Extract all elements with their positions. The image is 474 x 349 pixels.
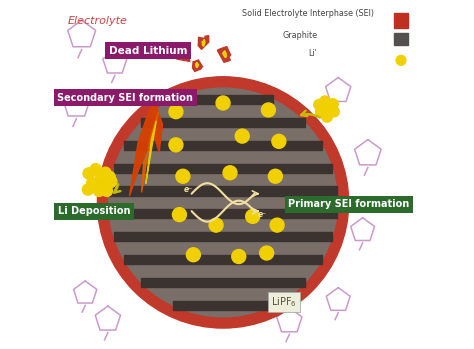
Circle shape bbox=[322, 112, 332, 122]
Text: Primary SEI formation: Primary SEI formation bbox=[288, 199, 410, 209]
Circle shape bbox=[268, 169, 283, 183]
Circle shape bbox=[262, 103, 275, 117]
Circle shape bbox=[95, 171, 107, 183]
Polygon shape bbox=[218, 47, 230, 62]
Text: LiPF$_6$: LiPF$_6$ bbox=[271, 295, 297, 309]
Circle shape bbox=[223, 166, 237, 180]
Circle shape bbox=[103, 178, 115, 189]
Bar bbox=[173, 95, 273, 104]
Circle shape bbox=[322, 102, 333, 113]
Text: Solid Electrolyte Interphase (SEI): Solid Electrolyte Interphase (SEI) bbox=[242, 9, 374, 18]
Polygon shape bbox=[142, 112, 158, 192]
Bar bbox=[141, 118, 305, 127]
FancyBboxPatch shape bbox=[394, 13, 408, 28]
Circle shape bbox=[314, 99, 324, 110]
Text: Secondary SEI formation: Secondary SEI formation bbox=[57, 93, 193, 103]
Polygon shape bbox=[129, 99, 163, 196]
Polygon shape bbox=[192, 60, 202, 72]
Circle shape bbox=[169, 105, 183, 119]
Circle shape bbox=[83, 168, 94, 179]
Text: Graphite: Graphite bbox=[282, 31, 317, 40]
Polygon shape bbox=[181, 51, 185, 57]
Text: Li Deposition: Li Deposition bbox=[58, 206, 130, 216]
Polygon shape bbox=[173, 47, 190, 61]
Polygon shape bbox=[198, 36, 209, 49]
Text: e⁻: e⁻ bbox=[258, 210, 267, 220]
Bar bbox=[109, 209, 337, 218]
Circle shape bbox=[270, 218, 284, 232]
Circle shape bbox=[169, 138, 183, 152]
Bar bbox=[109, 186, 337, 195]
Text: Dead Lithium: Dead Lithium bbox=[109, 46, 187, 55]
Circle shape bbox=[173, 208, 186, 222]
Circle shape bbox=[246, 209, 260, 223]
Bar bbox=[141, 278, 305, 287]
Circle shape bbox=[232, 250, 246, 263]
Circle shape bbox=[93, 185, 105, 196]
Text: Electrolyte: Electrolyte bbox=[68, 16, 128, 26]
Circle shape bbox=[260, 246, 273, 260]
Circle shape bbox=[90, 164, 101, 175]
Circle shape bbox=[87, 178, 98, 189]
FancyBboxPatch shape bbox=[394, 33, 408, 45]
Circle shape bbox=[316, 106, 326, 117]
Circle shape bbox=[104, 171, 115, 183]
Circle shape bbox=[82, 184, 93, 195]
Circle shape bbox=[101, 185, 112, 196]
Circle shape bbox=[100, 167, 111, 178]
Circle shape bbox=[319, 96, 330, 106]
Circle shape bbox=[272, 134, 286, 148]
Circle shape bbox=[97, 182, 108, 193]
Text: Li': Li' bbox=[309, 49, 317, 58]
Circle shape bbox=[216, 96, 230, 110]
Circle shape bbox=[97, 77, 349, 328]
Polygon shape bbox=[223, 51, 227, 58]
Circle shape bbox=[328, 99, 338, 109]
Bar bbox=[114, 232, 332, 241]
Polygon shape bbox=[196, 62, 199, 68]
Circle shape bbox=[329, 106, 339, 117]
Circle shape bbox=[396, 55, 406, 65]
Polygon shape bbox=[202, 39, 205, 46]
Circle shape bbox=[186, 248, 201, 262]
Bar bbox=[114, 164, 332, 173]
Circle shape bbox=[106, 176, 117, 187]
Circle shape bbox=[109, 88, 337, 317]
Bar bbox=[124, 255, 322, 264]
Polygon shape bbox=[146, 121, 156, 184]
Circle shape bbox=[176, 169, 190, 183]
Bar bbox=[173, 301, 273, 310]
Circle shape bbox=[209, 218, 223, 232]
Circle shape bbox=[235, 129, 249, 143]
Bar bbox=[124, 141, 322, 150]
Text: e⁻: e⁻ bbox=[184, 185, 193, 194]
